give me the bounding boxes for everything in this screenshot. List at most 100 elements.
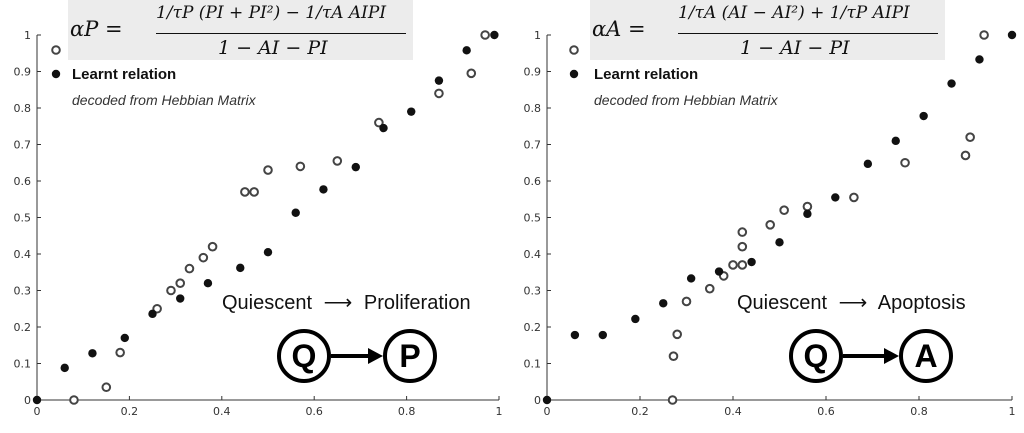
y-tick-label: 0.8 bbox=[14, 102, 32, 115]
point-learnt bbox=[32, 395, 42, 405]
formula-denominator: 1 − AI − PI bbox=[740, 37, 850, 59]
y-tick-label: 0.5 bbox=[14, 212, 32, 225]
point-learnt bbox=[120, 333, 129, 343]
point-learnt bbox=[775, 238, 784, 247]
point-learnt bbox=[863, 159, 873, 169]
point-analytic bbox=[737, 241, 748, 252]
x-tick-label: 1 bbox=[1009, 405, 1016, 418]
y-tick-label: 0.1 bbox=[524, 358, 542, 371]
point-learnt bbox=[490, 30, 499, 40]
point-analytic bbox=[295, 161, 306, 172]
point-analytic bbox=[466, 68, 477, 79]
point-learnt bbox=[803, 209, 812, 219]
formula-lhs: αA = bbox=[592, 17, 646, 41]
point-analytic bbox=[802, 201, 813, 212]
point-analytic bbox=[737, 227, 748, 237]
point-learnt bbox=[379, 123, 388, 133]
point-analytic bbox=[198, 252, 209, 263]
point-analytic bbox=[332, 156, 343, 166]
point-learnt bbox=[434, 76, 444, 85]
point-learnt bbox=[176, 294, 185, 303]
point-learnt bbox=[263, 247, 273, 257]
legend-note: decoded from Hebbian Matrix bbox=[594, 92, 778, 108]
y-tick-label: 0 bbox=[534, 394, 541, 407]
point-learnt bbox=[60, 363, 69, 373]
point-learnt bbox=[542, 395, 552, 405]
point-analytic bbox=[900, 157, 910, 168]
y-tick-label: 0.6 bbox=[14, 175, 32, 188]
y-tick-label: 0.9 bbox=[14, 66, 32, 79]
transition-label: Quiescent ⟶ Proliferation bbox=[222, 290, 471, 315]
point-analytic bbox=[101, 382, 112, 393]
y-tick-label: 0.6 bbox=[524, 175, 542, 188]
point-learnt bbox=[919, 111, 928, 121]
x-tick-label: 1 bbox=[496, 405, 503, 418]
y-tick-label: 0.8 bbox=[524, 102, 542, 115]
point-analytic bbox=[207, 241, 218, 252]
x-tick-label: 0 bbox=[544, 405, 551, 418]
point-analytic bbox=[184, 263, 195, 274]
scatter-plot-apoptosis: 0 0.2 0.4 0.6 0.8 1 0 0.1 0.2 0.3 0.4 0.5 0.6 0.7 0.8 0… bbox=[524, 29, 1017, 418]
fraction-bar bbox=[678, 33, 938, 34]
transition-arrow-glyph: ⟶ bbox=[838, 292, 868, 314]
formula-lhs: αP = bbox=[70, 17, 123, 41]
point-analytic bbox=[965, 132, 975, 142]
y-tick-label: 0.2 bbox=[14, 321, 32, 334]
point-analytic bbox=[681, 296, 692, 307]
x-tick-label: 0.6 bbox=[305, 405, 323, 418]
point-analytic bbox=[240, 187, 250, 197]
legend-learnt-relation: Learnt relation bbox=[594, 66, 699, 83]
point-learnt bbox=[631, 314, 640, 324]
y-tick-label: 0.9 bbox=[524, 66, 542, 79]
point-learnt bbox=[659, 299, 668, 308]
y-tick-label: 0.3 bbox=[524, 285, 542, 298]
legend-marker-open bbox=[569, 45, 579, 55]
y-tick-label: 0.7 bbox=[14, 139, 32, 152]
formula-alpha-a: αA = 1/τA (AI − AI²) + 1/τP AIPI 1 − AI … bbox=[590, 0, 945, 60]
point-learnt bbox=[831, 193, 840, 202]
y-tick-label: 0.4 bbox=[524, 248, 542, 261]
formula-numerator: 1/τP (PI + PI²) − 1/τA AIPI bbox=[156, 3, 387, 23]
point-analytic bbox=[249, 187, 259, 197]
transition-from: Quiescent bbox=[737, 292, 828, 314]
point-analytic bbox=[668, 351, 679, 362]
formula-numerator: 1/τA (AI − AI²) + 1/τP AIPI bbox=[678, 3, 910, 23]
point-learnt bbox=[891, 136, 900, 146]
transition-to: Apoptosis bbox=[877, 292, 966, 314]
node-q: Q bbox=[789, 329, 843, 383]
point-analytic bbox=[779, 205, 789, 215]
point-learnt bbox=[1007, 30, 1017, 40]
x-tick-label: 0.8 bbox=[910, 405, 928, 418]
point-learnt bbox=[947, 79, 956, 88]
point-learnt bbox=[351, 162, 360, 172]
point-analytic bbox=[704, 283, 715, 294]
point-analytic bbox=[115, 347, 125, 358]
y-tick-label: 0.4 bbox=[14, 248, 32, 261]
point-learnt bbox=[148, 309, 157, 319]
point-analytic bbox=[434, 88, 444, 99]
x-tick-label: 0.8 bbox=[398, 405, 416, 418]
point-analytic bbox=[728, 260, 738, 270]
chart-panel-apoptosis: 0 0.2 0.4 0.6 0.8 1 0 0.1 0.2 0.3 0.4 0.5 0.6 0.7 0.8 0… bbox=[512, 0, 1024, 433]
point-analytic bbox=[737, 260, 748, 270]
y-tick-label: 0.3 bbox=[14, 285, 32, 298]
point-learnt bbox=[203, 279, 213, 288]
x-tick-label: 0.4 bbox=[213, 405, 231, 418]
point-analytic bbox=[152, 303, 162, 314]
node-q: Q bbox=[277, 329, 331, 383]
y-tick-label: 0.1 bbox=[14, 358, 32, 371]
point-analytic bbox=[69, 395, 79, 405]
transition-to: Proliferation bbox=[363, 292, 471, 314]
point-learnt bbox=[407, 107, 416, 116]
y-tick-label: 1 bbox=[24, 29, 31, 42]
point-learnt bbox=[570, 330, 580, 340]
point-learnt bbox=[236, 263, 245, 273]
y-tick-label: 0.5 bbox=[524, 212, 542, 225]
point-analytic bbox=[166, 285, 176, 296]
point-analytic bbox=[667, 395, 678, 405]
point-analytic bbox=[765, 220, 776, 230]
legend-marker-open bbox=[51, 45, 61, 55]
scatter-plot-proliferation: 0 0.2 0.4 0.6 0.8 1 0 0.1 0.2 0.3 0.4 0.5 0.6 0.7 0.8 0… bbox=[14, 29, 503, 418]
formula-alpha-p: αP = 1/τP (PI + PI²) − 1/τA AIPI 1 − AI … bbox=[68, 0, 413, 60]
point-learnt bbox=[598, 330, 607, 340]
